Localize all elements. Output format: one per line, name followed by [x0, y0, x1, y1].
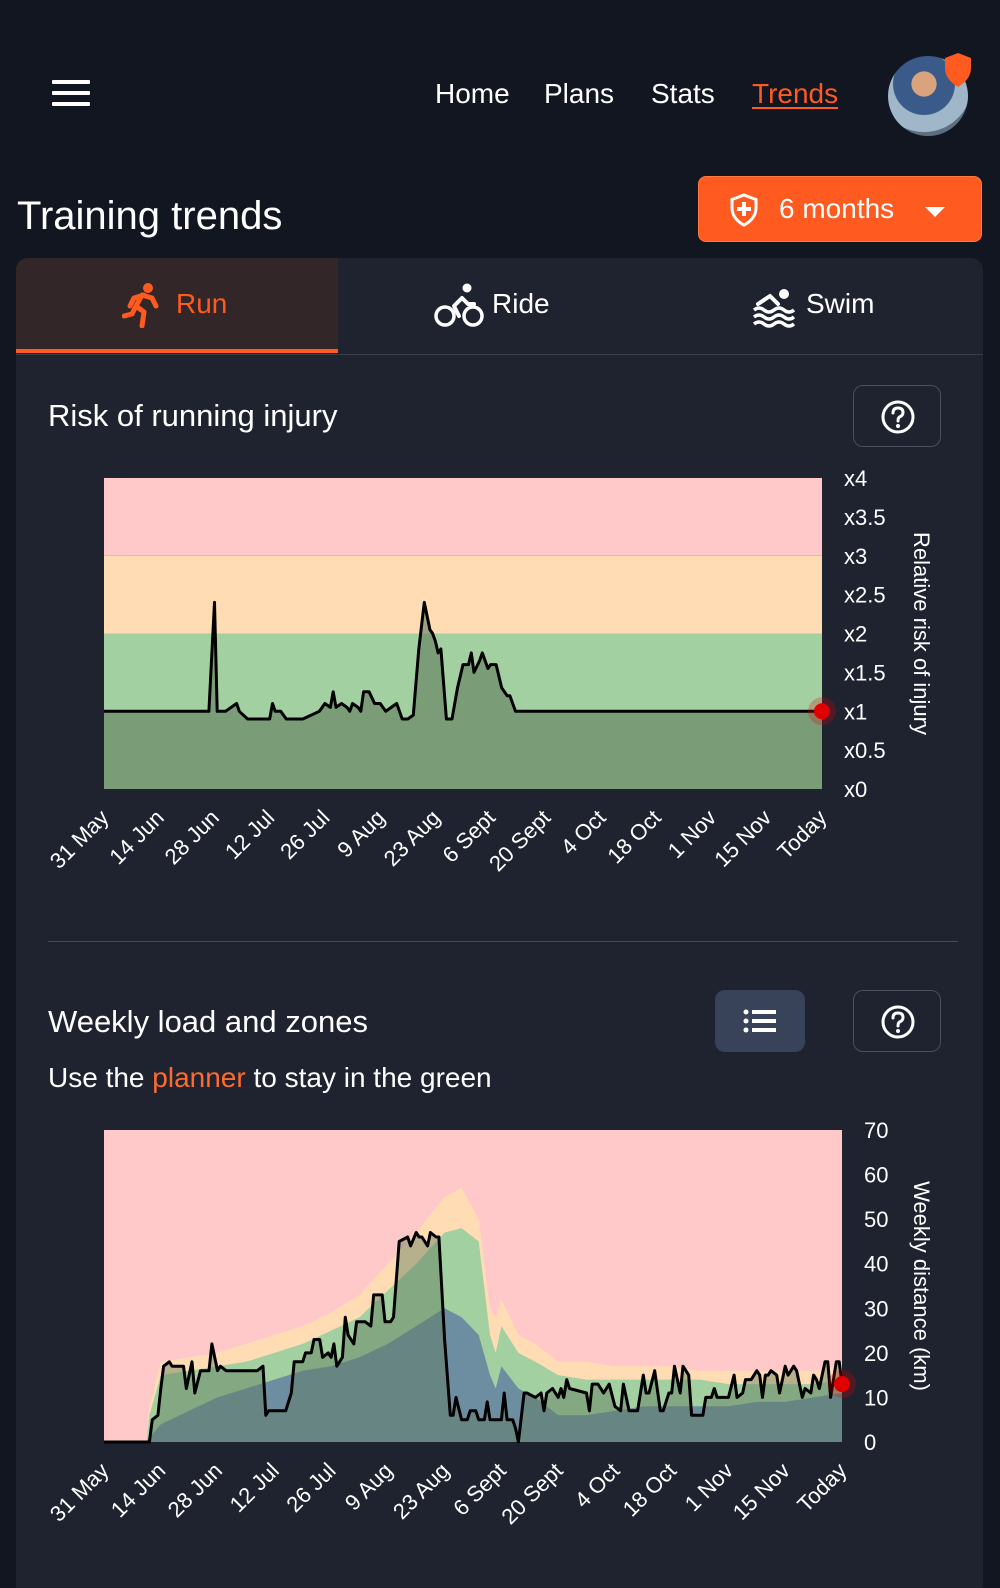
sport-tabs: Run Ride Swim: [16, 258, 983, 355]
x-tick-label: Today: [772, 805, 831, 864]
shield-plus-icon: [730, 193, 758, 227]
y-tick-label: 0: [864, 1430, 876, 1455]
nav-stats[interactable]: Stats: [651, 78, 715, 109]
y-tick-label: x2.5: [844, 583, 886, 608]
x-tick-label: 28 Jun: [163, 1458, 227, 1522]
y-tick-label: x2: [844, 622, 867, 647]
y-tick-label: x4: [844, 466, 867, 491]
x-tick-label: 26 Jul: [275, 805, 334, 864]
y-tick-label: x0.5: [844, 738, 886, 763]
planner-link[interactable]: planner: [152, 1062, 246, 1093]
trends-card: Run Ride Swim Risk of running injury: [16, 258, 983, 1588]
y-tick-label: x0: [844, 777, 867, 802]
shield-badge-icon: [945, 53, 971, 87]
run-icon: [122, 283, 159, 328]
y-tick-label: x3: [844, 544, 867, 569]
tab-swim-label: Swim: [806, 288, 875, 319]
list-icon: [743, 1009, 776, 1033]
load-subtitle: Use the planner to stay in the green: [48, 1062, 492, 1094]
x-tick-label: 14 Jun: [104, 805, 168, 869]
x-tick-label: 31 May: [45, 1458, 114, 1527]
x-tick-label: 20 Sept: [484, 805, 555, 876]
y-tick-label: x1.5: [844, 660, 886, 685]
nav-home[interactable]: Home: [435, 78, 510, 109]
risk-help-button[interactable]: [853, 385, 941, 447]
x-tick-label: 4 Oct: [570, 1458, 625, 1513]
section-divider: [48, 941, 958, 942]
load-title: Weekly load and zones: [48, 1004, 368, 1039]
today-marker: [814, 703, 830, 720]
avatar[interactable]: [888, 53, 971, 136]
risk-area: [104, 602, 822, 789]
period-label: 6 months: [779, 193, 895, 224]
y-tick-label: 20: [864, 1341, 888, 1366]
x-tick-label: 12 Jul: [220, 805, 279, 864]
load-help-button[interactable]: [853, 990, 941, 1052]
risk-chart: x0 x0.5 x1 x1.5 x2 x2.5 x3 x3.5 x4 Relative risk …: [45, 466, 934, 876]
y-tick-label: x3.5: [844, 505, 886, 530]
x-tick-label: 15 Nov: [728, 1458, 795, 1525]
subtitle-text-after: to stay in the green: [245, 1062, 492, 1093]
load-zone-blue: [104, 1308, 842, 1442]
x-tick-label: 20 Sept: [496, 1458, 567, 1529]
tab-ride[interactable]: Ride: [338, 258, 660, 353]
page-title: Training trends: [17, 194, 283, 238]
y-tick-label: 70: [864, 1118, 888, 1143]
y-tick-label: 60: [864, 1163, 888, 1188]
bike-icon: [434, 283, 484, 327]
y-axis-label: Relative risk of injury: [909, 532, 934, 735]
load-line: [104, 1231, 844, 1444]
x-tick-label: 23 Aug: [388, 1458, 454, 1524]
y-tick-label: x1: [844, 699, 867, 724]
y-tick-label: 30: [864, 1296, 888, 1321]
x-tick-label: 26 Jul: [281, 1458, 340, 1517]
x-tick-label: Today: [792, 1458, 851, 1517]
tab-run-label: Run: [176, 288, 228, 319]
nav-plans[interactable]: Plans: [544, 78, 615, 109]
x-tick-label: 31 May: [45, 805, 114, 874]
x-tick-label: 15 Nov: [709, 805, 776, 872]
zone-red: [104, 478, 822, 556]
tab-ride-label: Ride: [492, 288, 550, 319]
x-tick-label: 14 Jun: [106, 1458, 170, 1522]
load-actual-area: [104, 1232, 842, 1442]
load-chart: 0 10 20 30 40 50 60 70 Weekly distance (km) 31 Ma…: [45, 1118, 934, 1529]
subtitle-text-before: Use the: [48, 1062, 153, 1093]
list-view-button[interactable]: [715, 990, 805, 1052]
tab-run[interactable]: Run: [16, 258, 338, 353]
chevron-down-icon: [925, 207, 945, 217]
hamburger-menu-icon[interactable]: [52, 80, 90, 110]
y-tick-label: 50: [864, 1207, 888, 1232]
x-tick-label: 12 Jul: [225, 1458, 284, 1517]
period-dropdown[interactable]: 6 months: [698, 176, 982, 242]
x-tick-label: 28 Jun: [160, 805, 224, 869]
tab-swim[interactable]: Swim: [660, 258, 982, 353]
help-icon: [881, 1005, 915, 1039]
today-marker: [834, 1376, 850, 1393]
x-tick-label: 18 Oct: [602, 805, 666, 869]
zone-orange: [104, 555, 822, 634]
help-icon: [881, 400, 915, 434]
y-tick-label: 40: [864, 1252, 888, 1277]
x-tick-label: 23 Aug: [379, 805, 445, 871]
y-axis-label: Weekly distance (km): [909, 1181, 934, 1391]
swim-icon: [752, 289, 796, 328]
risk-title: Risk of running injury: [48, 398, 338, 433]
y-tick-label: 10: [864, 1385, 888, 1410]
x-tick-label: 18 Oct: [618, 1458, 682, 1522]
nav-trends[interactable]: Trends: [752, 78, 839, 109]
risk-line: [104, 600, 822, 721]
